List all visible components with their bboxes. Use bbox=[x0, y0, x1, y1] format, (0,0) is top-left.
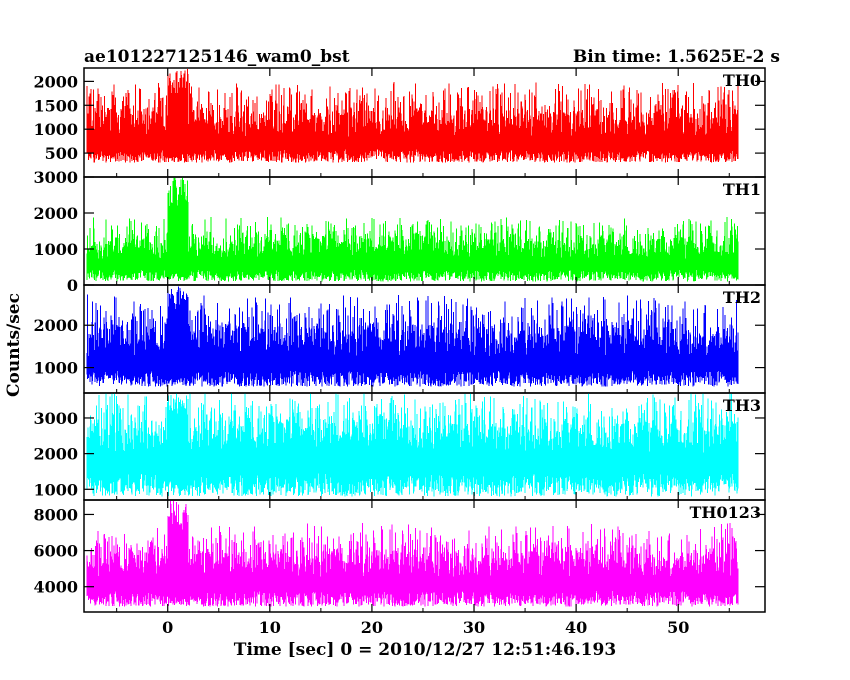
chart-title: ae101227125146_wam0_bst bbox=[84, 47, 350, 67]
series-label: TH0 bbox=[723, 71, 761, 90]
y-tick-label: 2000 bbox=[33, 316, 78, 335]
x-tick-label: 0 bbox=[162, 618, 173, 637]
panel-th3: 1000 2000 3000 TH3 bbox=[33, 392, 766, 501]
panel-frame bbox=[83, 499, 766, 613]
x-tick-label: 30 bbox=[463, 618, 485, 637]
y-tick-label: 2000 bbox=[33, 445, 78, 464]
y-tick-label: 1500 bbox=[33, 96, 78, 115]
y-tick-label: 4000 bbox=[33, 578, 78, 597]
trace-th1 bbox=[86, 177, 739, 282]
x-tick-label: 20 bbox=[361, 618, 383, 637]
y-tick-label: 2000 bbox=[33, 204, 78, 223]
series-label: TH0123 bbox=[689, 503, 761, 522]
panels-group: 500 1000 1500 2000 TH0 0 1000 2000 3000 TH1 1000 20… bbox=[33, 67, 766, 613]
series-label: TH3 bbox=[723, 396, 761, 415]
y-tick-label: 1000 bbox=[33, 120, 78, 139]
y-tick-label: 0 bbox=[67, 276, 78, 295]
y-tick-label: 2000 bbox=[33, 72, 78, 91]
bin-time-label: Bin time: 1.5625E-2 s bbox=[573, 47, 780, 67]
x-tick-label: 50 bbox=[667, 618, 689, 637]
x-tick-label: 40 bbox=[565, 618, 587, 637]
y-tick-label: 6000 bbox=[33, 542, 78, 561]
trace-th0123 bbox=[86, 500, 739, 607]
x-axis-label: Time [sec] 0 = 2010/12/27 12:51:46.193 bbox=[234, 640, 616, 660]
panel-th1: 0 1000 2000 3000 TH1 bbox=[33, 168, 766, 295]
panel-th0123: 4000 6000 8000 TH0123 bbox=[33, 499, 766, 613]
trace-th2 bbox=[86, 286, 739, 387]
panel-th0: 500 1000 1500 2000 TH0 bbox=[33, 67, 766, 178]
series-label: TH1 bbox=[723, 180, 761, 199]
y-tick-label: 1000 bbox=[33, 359, 78, 378]
y-tick-label: 1000 bbox=[33, 240, 78, 259]
x-tick-label: 10 bbox=[259, 618, 281, 637]
y-axis-label: Counts/sec bbox=[4, 293, 24, 397]
trace-th3 bbox=[86, 393, 739, 497]
y-tick-label: 3000 bbox=[33, 409, 78, 428]
y-tick-label: 500 bbox=[45, 144, 78, 163]
x-axis: 0 10 20 30 40 50 bbox=[162, 618, 689, 637]
y-tick-label: 8000 bbox=[33, 505, 78, 524]
panel-th2: 1000 2000 TH2 bbox=[33, 284, 766, 394]
y-tick-label: 1000 bbox=[33, 480, 78, 499]
trace-th0 bbox=[86, 68, 739, 163]
series-label: TH2 bbox=[723, 288, 761, 307]
y-tick-label: 3000 bbox=[33, 168, 78, 187]
